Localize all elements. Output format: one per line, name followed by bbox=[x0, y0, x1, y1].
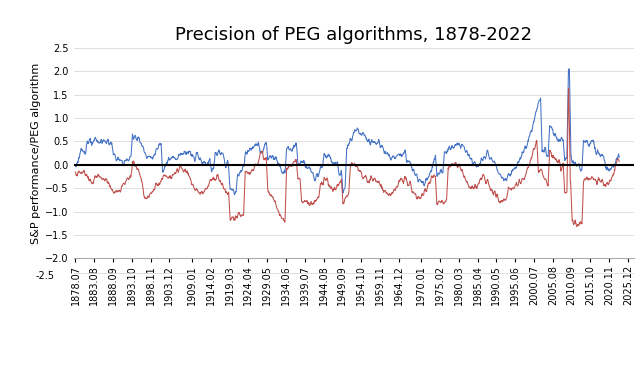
Actual/post1980 algo (log) bbox=[72, 170, 79, 174]
Actual/pre1980 algo (log) bbox=[340, 186, 348, 191]
Actual/post1980 algo (log) bbox=[381, 188, 388, 193]
Actual/post1980 algo (log) bbox=[573, 224, 580, 229]
Actual/post1980 algo (log) bbox=[271, 200, 279, 204]
Actual/post1980 algo (log) bbox=[510, 186, 518, 191]
Actual/pre1980 algo (log) bbox=[272, 156, 280, 161]
Actual/post1980 algo (log) bbox=[615, 159, 623, 163]
Title: Precision of PEG algorithms, 1878-2022: Precision of PEG algorithms, 1878-2022 bbox=[175, 25, 532, 44]
Actual/pre1980 algo (log) bbox=[381, 151, 388, 155]
Actual/pre1980 algo (log) bbox=[150, 153, 157, 157]
Y-axis label: S&P performance/PEG algorithm: S&P performance/PEG algorithm bbox=[31, 62, 41, 244]
Actual/post1980 algo (log) bbox=[150, 187, 157, 192]
Line: Actual/post1980 algo (log): Actual/post1980 algo (log) bbox=[76, 88, 619, 227]
Actual/post1980 algo (log) bbox=[340, 199, 348, 204]
Actual/post1980 algo (log) bbox=[565, 86, 573, 90]
Actual/pre1980 algo (log) bbox=[72, 163, 79, 168]
Actual/pre1980 algo (log) bbox=[511, 166, 518, 171]
Actual/pre1980 algo (log) bbox=[173, 157, 180, 162]
Line: Actual/pre1980 algo (log): Actual/pre1980 algo (log) bbox=[76, 69, 619, 195]
Text: -2.5: -2.5 bbox=[35, 271, 54, 281]
Actual/pre1980 algo (log) bbox=[566, 66, 573, 71]
Actual/pre1980 algo (log) bbox=[615, 155, 623, 160]
Actual/pre1980 algo (log) bbox=[231, 193, 239, 197]
Actual/post1980 algo (log) bbox=[173, 167, 180, 172]
